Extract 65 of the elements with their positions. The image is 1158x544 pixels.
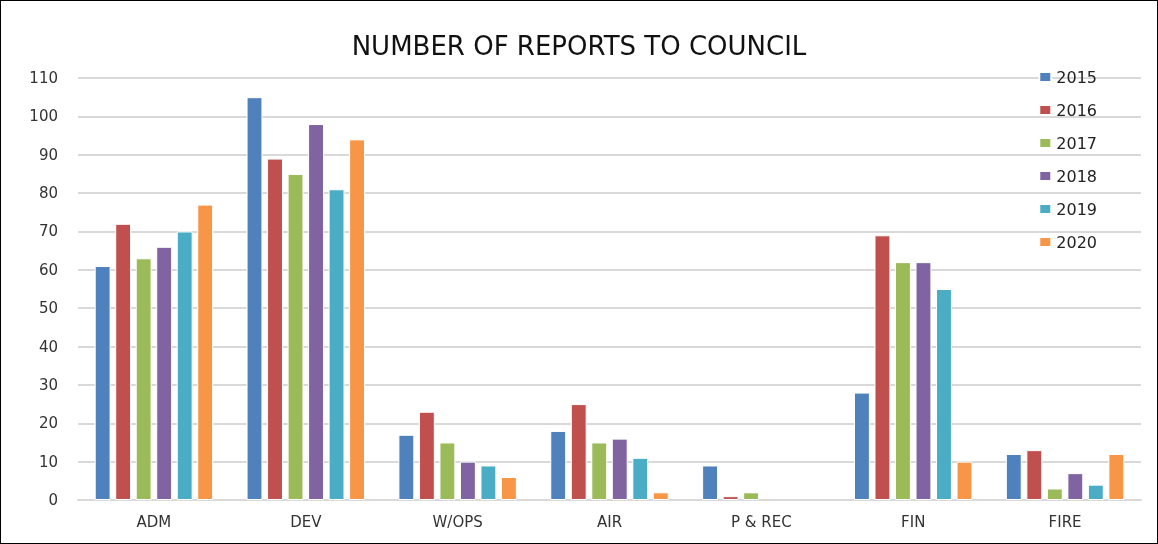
bar <box>418 411 435 500</box>
bar <box>632 457 649 500</box>
bar <box>936 289 952 500</box>
bar <box>94 265 111 500</box>
y-tick-label: 0 <box>48 491 58 509</box>
x-tick-label: FIN <box>901 512 926 531</box>
x-tick-label: FIRE <box>1048 512 1082 531</box>
legend-label: 2019 <box>1056 199 1097 219</box>
bar <box>611 438 628 500</box>
bar <box>1005 453 1022 500</box>
y-tick-label: 30 <box>38 375 58 394</box>
bar <box>287 173 304 500</box>
legend-label: 2018 <box>1056 166 1097 186</box>
x-tick-label: W/OPS <box>432 512 483 531</box>
bar <box>115 223 132 500</box>
bar <box>1026 450 1043 500</box>
legend-label: 2016 <box>1056 100 1097 120</box>
bar <box>135 258 152 500</box>
legend-label: 2017 <box>1056 133 1097 153</box>
x-tick-label: DEV <box>290 512 323 531</box>
bar <box>652 492 669 500</box>
bar <box>1067 473 1084 500</box>
bar <box>459 461 476 500</box>
bar <box>308 124 324 500</box>
bar <box>1108 453 1125 500</box>
x-tick-label: AIR <box>596 512 623 531</box>
bar <box>853 392 870 500</box>
y-tick-label: 100 <box>29 107 58 126</box>
bar <box>349 139 366 500</box>
y-tick-label: 60 <box>38 260 58 279</box>
x-tick-label: P & REC <box>731 512 792 531</box>
bar <box>702 465 719 500</box>
bar <box>398 434 415 500</box>
legend-label: 2015 <box>1056 67 1097 87</box>
chart-title: NUMBER OF REPORTS TO COUNCIL <box>351 31 807 61</box>
y-tick-label: 10 <box>38 452 58 471</box>
bar <box>1087 484 1104 500</box>
bar <box>176 231 193 500</box>
bar <box>156 246 173 500</box>
legend-label: 2020 <box>1056 232 1097 252</box>
bar <box>915 262 932 500</box>
bar <box>591 442 608 500</box>
y-tick-label: 40 <box>38 337 58 356</box>
y-tick-label: 110 <box>29 69 58 87</box>
bar <box>895 262 911 500</box>
bar <box>1046 488 1063 500</box>
y-tick-label: 70 <box>38 222 58 241</box>
x-tick-label: ADM <box>136 512 172 531</box>
bar <box>874 235 891 500</box>
bar <box>550 430 567 500</box>
bar <box>267 158 283 500</box>
bar <box>743 492 760 500</box>
bar <box>570 404 587 500</box>
bar <box>328 189 345 500</box>
bar <box>439 442 456 500</box>
bar <box>500 476 517 500</box>
bar <box>480 465 497 500</box>
bar <box>246 97 263 500</box>
y-tick-label: 90 <box>38 145 58 164</box>
y-tick-label: 80 <box>38 184 58 203</box>
bar <box>722 496 739 500</box>
bar <box>956 461 973 500</box>
y-tick-label: 20 <box>38 414 58 433</box>
bar <box>197 204 214 500</box>
y-tick-label: 50 <box>38 299 58 318</box>
